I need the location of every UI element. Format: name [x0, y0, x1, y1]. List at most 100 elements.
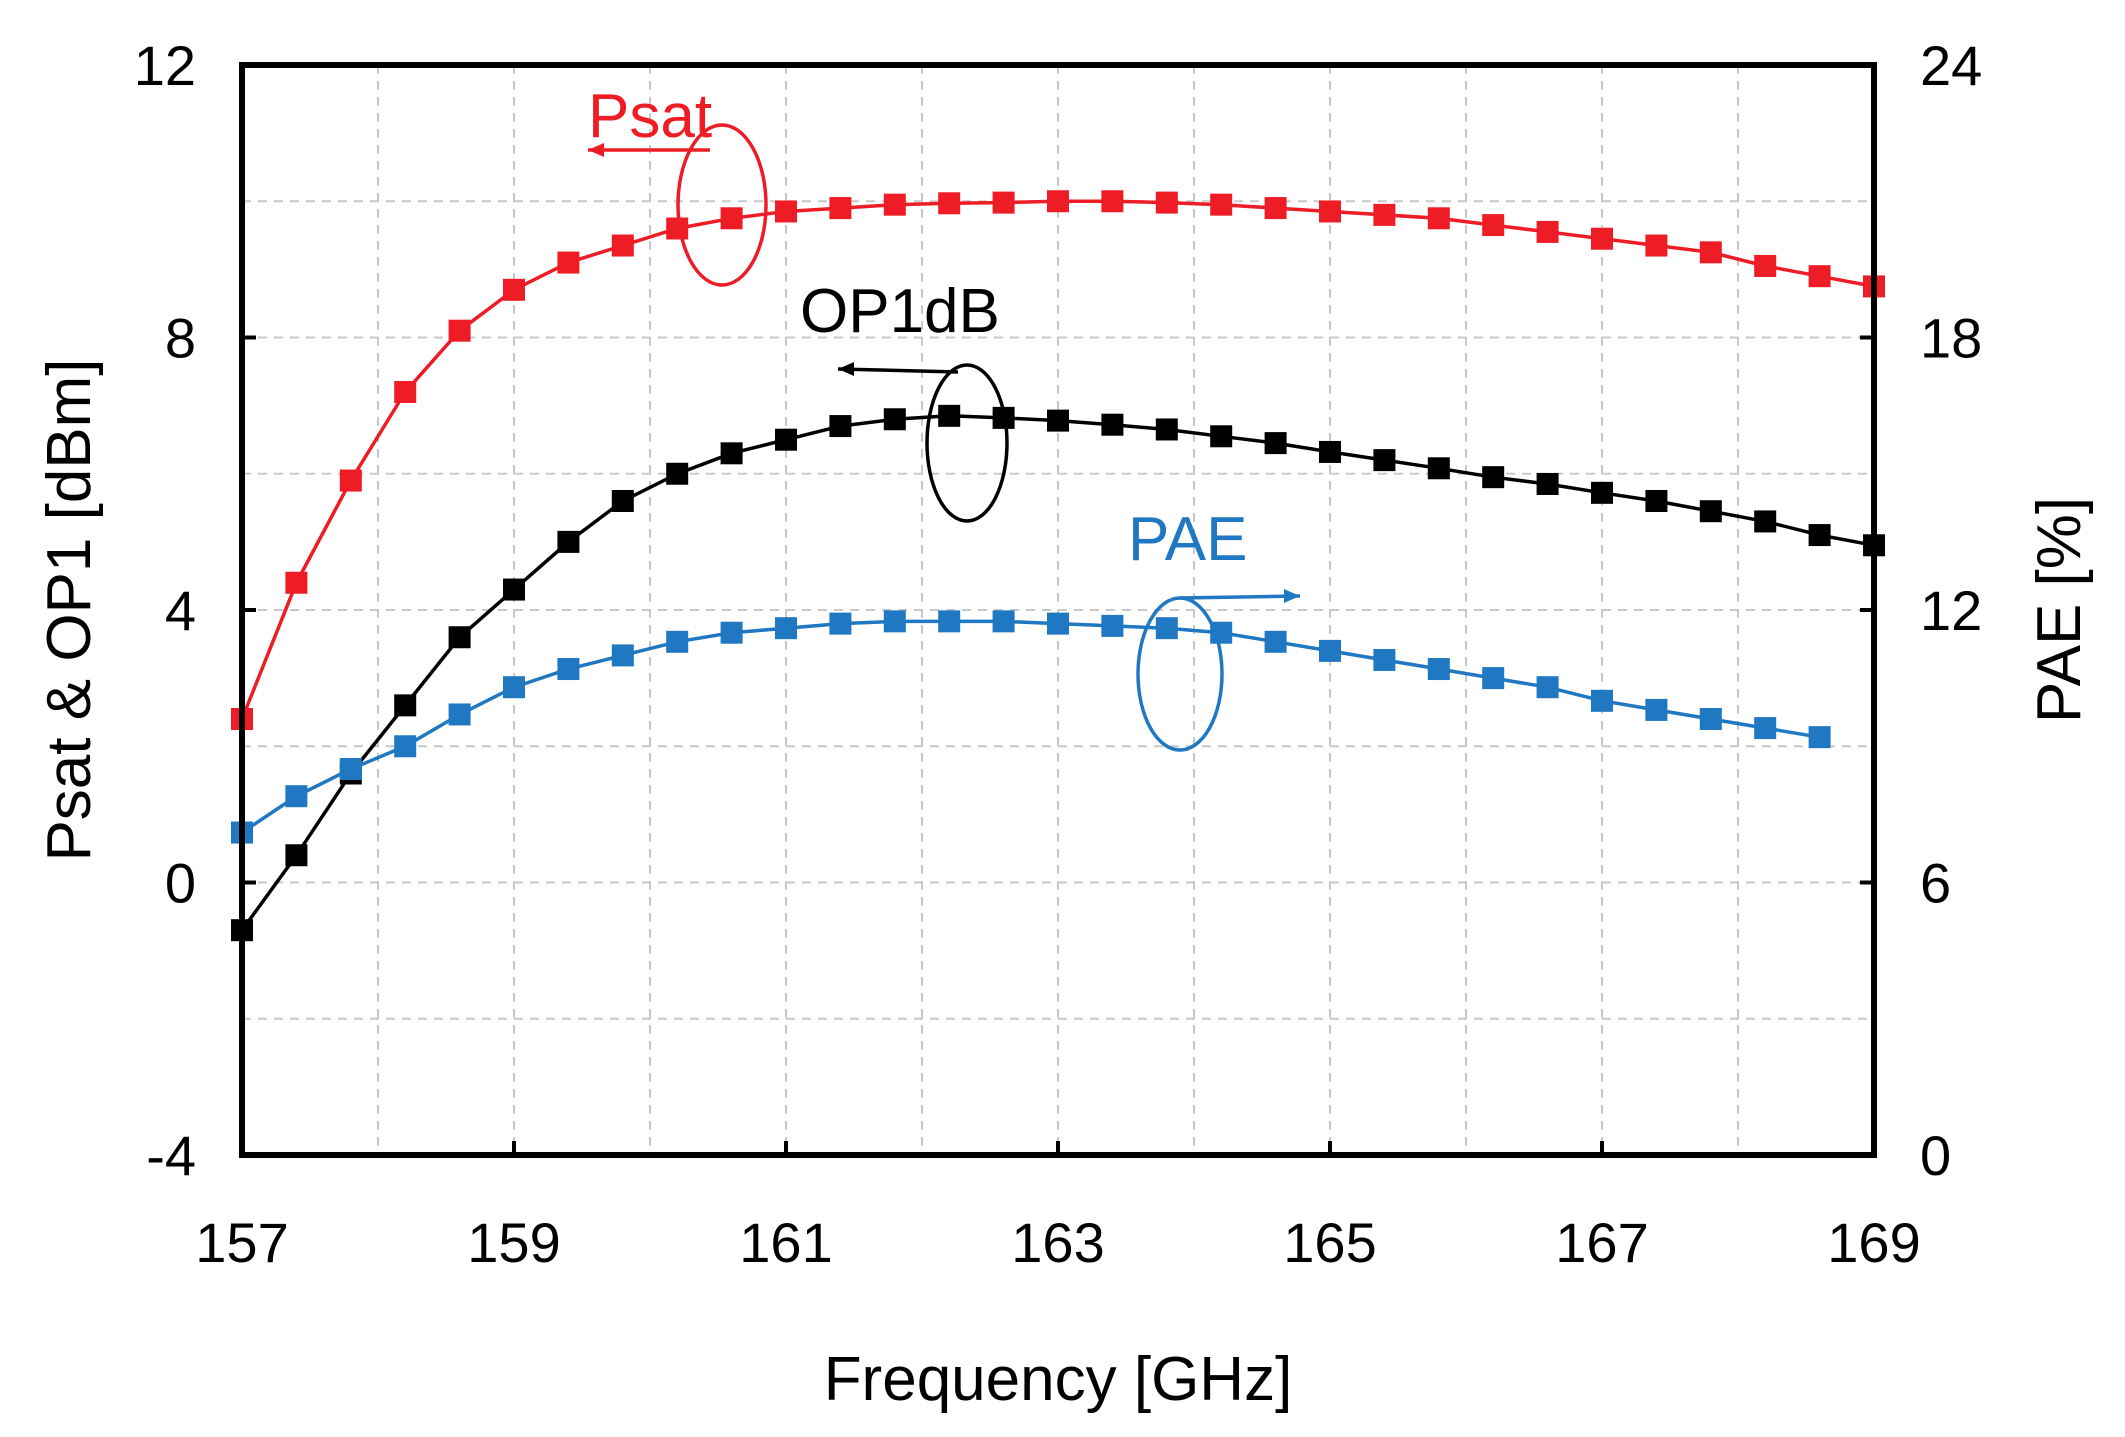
data-point-psat: [992, 191, 1015, 214]
data-point-op1db: [1155, 418, 1178, 441]
data-point-pae: [1645, 698, 1668, 721]
grid: [242, 65, 1874, 1155]
data-point-pae: [1591, 689, 1613, 712]
data-point-pae: [992, 610, 1015, 633]
data-point-pae: [1427, 658, 1450, 681]
data-point-psat: [775, 200, 797, 223]
data-point-op1db: [1101, 413, 1124, 436]
annotation-arrow-op1db: [837, 362, 959, 376]
series-pae: [231, 610, 1831, 844]
data-point-pae: [720, 621, 743, 644]
data-point-psat: [1373, 203, 1396, 226]
x-tick-label: 161: [739, 1211, 832, 1274]
data-point-psat: [829, 197, 852, 220]
annotation-ellipse-psat: [676, 123, 768, 287]
x-tick-label: 159: [467, 1211, 560, 1274]
data-point-psat: [285, 571, 308, 594]
data-point-pae: [1699, 708, 1722, 730]
y-left-tick-label: 8: [165, 307, 196, 370]
annotation-arrow-pae-head: [1284, 589, 1300, 603]
annotation-label-op1db: OP1dB: [800, 277, 1000, 346]
data-point-pae: [1047, 612, 1069, 635]
data-point-pae: [1808, 726, 1831, 749]
series-layer: [231, 190, 1885, 942]
y-axis-right-title: PAE [%]: [2025, 497, 2094, 723]
data-point-psat: [720, 207, 743, 230]
data-point-op1db: [448, 626, 471, 649]
data-point-pae: [666, 630, 689, 653]
data-point-op1db: [1264, 432, 1287, 455]
annotation-arrow-psat-head: [588, 143, 604, 157]
data-point-pae: [938, 610, 961, 633]
data-point-psat: [1210, 193, 1233, 216]
data-point-op1db: [1373, 449, 1396, 472]
data-point-pae: [1319, 639, 1341, 662]
data-point-op1db: [1699, 500, 1722, 523]
data-point-psat: [557, 251, 580, 274]
data-point-op1db: [1536, 472, 1559, 495]
data-point-op1db: [503, 578, 525, 601]
annotation-arrow-pae: [1179, 589, 1301, 603]
series-psat: [231, 190, 1885, 730]
data-point-op1db: [775, 428, 797, 451]
data-point-psat: [339, 469, 362, 492]
data-point-op1db: [1754, 510, 1777, 533]
data-point-pae: [503, 676, 525, 699]
y-axis-left-title: Psat & OP1 [dBm]: [35, 358, 104, 861]
data-point-psat: [1319, 200, 1341, 223]
data-point-psat: [611, 234, 634, 257]
data-point-op1db: [938, 404, 961, 427]
data-point-pae: [285, 785, 308, 808]
data-point-pae: [557, 658, 580, 681]
data-point-op1db: [1808, 524, 1831, 547]
data-point-pae: [394, 735, 417, 758]
annotation-arrow-psat: [588, 143, 710, 157]
annotation-arrow-pae-shaft: [1179, 594, 1301, 600]
data-point-op1db: [1645, 490, 1668, 512]
annotation-ellipse-op1db: [925, 363, 1009, 523]
y-left-tick-label: -4: [146, 1124, 196, 1187]
data-point-pae: [1754, 717, 1777, 740]
y-right-tick-label: 18: [1920, 307, 1982, 370]
data-point-pae: [1155, 617, 1178, 640]
y-right-tick-label: 12: [1920, 579, 1982, 642]
annotation-arrow-op1db-shaft: [837, 367, 959, 374]
data-point-psat: [1101, 190, 1124, 213]
data-point-pae: [1373, 648, 1396, 671]
data-point-psat: [394, 381, 417, 403]
data-point-psat: [1155, 191, 1178, 214]
data-point-op1db: [611, 490, 634, 512]
data-point-psat: [448, 319, 471, 342]
data-point-op1db: [557, 530, 580, 553]
data-point-op1db: [666, 462, 689, 485]
data-point-psat: [1047, 190, 1069, 213]
data-point-pae: [829, 612, 852, 635]
data-point-psat: [1264, 197, 1287, 220]
data-point-op1db: [394, 694, 417, 717]
data-point-op1db: [1427, 457, 1450, 480]
data-point-op1db: [829, 415, 852, 438]
x-tick-label: 163: [1011, 1211, 1104, 1274]
y-right-tick-label: 6: [1920, 852, 1951, 915]
annotation-label-psat: Psat: [588, 82, 712, 151]
y-left-tick-label: 12: [134, 34, 196, 97]
data-point-pae: [448, 703, 471, 726]
x-tick-label: 157: [195, 1211, 288, 1274]
data-point-pae: [1264, 630, 1287, 653]
y-right-tick-label: 0: [1920, 1124, 1951, 1187]
series-line-pae: [241, 619, 1820, 834]
data-point-psat: [883, 193, 906, 216]
data-point-pae: [339, 757, 362, 780]
annotation-arrow-op1db-head: [838, 362, 854, 376]
data-point-psat: [1808, 265, 1831, 288]
series-op1db: [231, 404, 1885, 942]
data-point-pae: [611, 644, 634, 667]
data-point-pae: [775, 617, 797, 640]
x-axis-title: Frequency [GHz]: [824, 1345, 1293, 1414]
x-tick-label: 167: [1555, 1211, 1648, 1274]
data-point-op1db: [1591, 481, 1613, 504]
data-point-psat: [1699, 241, 1722, 264]
data-point-psat: [1645, 234, 1668, 257]
annotation-layer: Psat OP1dB PAE: [588, 82, 1301, 752]
